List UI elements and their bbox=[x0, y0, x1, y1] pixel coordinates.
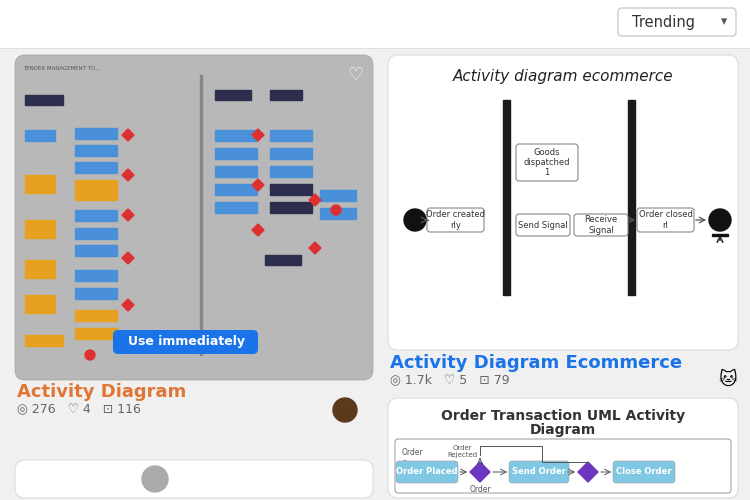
FancyBboxPatch shape bbox=[427, 208, 484, 232]
Text: Order created
rly: Order created rly bbox=[426, 210, 485, 230]
Bar bbox=[25, 95, 63, 105]
Text: Receive
Signal: Receive Signal bbox=[584, 216, 618, 234]
Polygon shape bbox=[122, 252, 134, 264]
Bar bbox=[25, 295, 55, 313]
Text: Activity Diagram Ecommerce: Activity Diagram Ecommerce bbox=[390, 354, 682, 372]
Bar bbox=[75, 288, 117, 299]
Bar bbox=[25, 335, 63, 346]
Bar bbox=[628, 100, 635, 295]
Polygon shape bbox=[252, 224, 264, 236]
Text: Send Order: Send Order bbox=[512, 468, 566, 476]
Text: 🐱: 🐱 bbox=[718, 371, 737, 389]
Polygon shape bbox=[122, 169, 134, 181]
Bar bbox=[215, 130, 257, 141]
Bar bbox=[712, 234, 728, 236]
Text: Order: Order bbox=[470, 486, 490, 494]
Bar bbox=[25, 130, 55, 141]
Bar bbox=[215, 90, 251, 100]
Text: Order Transaction UML Activity: Order Transaction UML Activity bbox=[441, 409, 685, 423]
Bar bbox=[270, 148, 312, 159]
Bar bbox=[75, 180, 117, 200]
Bar bbox=[75, 145, 117, 156]
Circle shape bbox=[333, 398, 357, 422]
FancyBboxPatch shape bbox=[113, 330, 258, 354]
Polygon shape bbox=[252, 129, 264, 141]
Bar bbox=[270, 202, 312, 213]
Polygon shape bbox=[122, 209, 134, 221]
Text: Order closed
rl: Order closed rl bbox=[638, 210, 692, 230]
Polygon shape bbox=[470, 462, 490, 482]
FancyBboxPatch shape bbox=[516, 214, 570, 236]
FancyBboxPatch shape bbox=[637, 208, 694, 232]
Polygon shape bbox=[309, 242, 321, 254]
FancyBboxPatch shape bbox=[516, 144, 578, 181]
Bar bbox=[25, 220, 55, 238]
Text: Send Signal: Send Signal bbox=[518, 220, 568, 230]
FancyBboxPatch shape bbox=[618, 8, 736, 36]
Text: TENDER MANAGEMENT TO...: TENDER MANAGEMENT TO... bbox=[23, 66, 100, 71]
Text: ▾: ▾ bbox=[721, 16, 727, 28]
Bar bbox=[270, 184, 312, 195]
Polygon shape bbox=[252, 179, 264, 191]
FancyBboxPatch shape bbox=[15, 460, 373, 498]
Text: Activity diagram ecommerce: Activity diagram ecommerce bbox=[453, 70, 674, 84]
Bar bbox=[75, 270, 117, 281]
Text: Diagram: Diagram bbox=[530, 423, 596, 437]
Polygon shape bbox=[122, 129, 134, 141]
Text: Goods
dispatched
1: Goods dispatched 1 bbox=[524, 148, 570, 178]
Circle shape bbox=[709, 209, 731, 231]
Polygon shape bbox=[122, 299, 134, 311]
Text: Use immediately: Use immediately bbox=[128, 336, 244, 348]
Polygon shape bbox=[309, 194, 321, 206]
Circle shape bbox=[331, 205, 341, 215]
Bar bbox=[75, 228, 117, 239]
FancyBboxPatch shape bbox=[613, 461, 675, 483]
Text: Trending: Trending bbox=[632, 14, 694, 30]
FancyBboxPatch shape bbox=[395, 439, 731, 493]
FancyBboxPatch shape bbox=[509, 461, 569, 483]
Bar bbox=[75, 210, 117, 221]
Bar bbox=[25, 175, 55, 193]
FancyBboxPatch shape bbox=[388, 398, 738, 498]
Bar bbox=[503, 100, 510, 295]
Text: Order
r: Order r bbox=[402, 448, 424, 468]
Bar bbox=[265, 255, 301, 265]
Bar bbox=[215, 148, 257, 159]
Circle shape bbox=[142, 466, 168, 492]
Bar bbox=[320, 190, 356, 201]
Text: Order
Rejected: Order Rejected bbox=[447, 444, 477, 458]
Bar bbox=[270, 90, 302, 100]
Text: Activity Diagram: Activity Diagram bbox=[17, 383, 186, 401]
Bar bbox=[215, 202, 257, 213]
FancyBboxPatch shape bbox=[388, 55, 738, 350]
Bar bbox=[75, 245, 117, 256]
Bar bbox=[75, 328, 117, 339]
Polygon shape bbox=[122, 339, 134, 351]
Bar bbox=[270, 130, 312, 141]
Bar bbox=[200, 75, 202, 355]
Text: ♡: ♡ bbox=[347, 66, 363, 84]
Text: ◎ 276   ♡ 4   ⊡ 116: ◎ 276 ♡ 4 ⊡ 116 bbox=[17, 404, 141, 416]
Bar bbox=[215, 184, 257, 195]
Bar bbox=[320, 208, 356, 219]
FancyBboxPatch shape bbox=[396, 461, 458, 483]
Bar bbox=[75, 162, 117, 173]
Bar bbox=[270, 166, 312, 177]
Text: Close Order: Close Order bbox=[616, 468, 672, 476]
Bar bbox=[0, 0, 750, 48]
Bar bbox=[75, 310, 117, 321]
Bar bbox=[75, 128, 117, 139]
Bar bbox=[25, 260, 55, 278]
Polygon shape bbox=[578, 462, 598, 482]
FancyBboxPatch shape bbox=[574, 214, 628, 236]
Text: Order Placed: Order Placed bbox=[396, 468, 458, 476]
Bar bbox=[215, 166, 257, 177]
FancyBboxPatch shape bbox=[15, 55, 373, 380]
Circle shape bbox=[85, 350, 95, 360]
Circle shape bbox=[404, 209, 426, 231]
Text: ◎ 1.7k   ♡ 5   ⊡ 79: ◎ 1.7k ♡ 5 ⊡ 79 bbox=[390, 374, 510, 386]
